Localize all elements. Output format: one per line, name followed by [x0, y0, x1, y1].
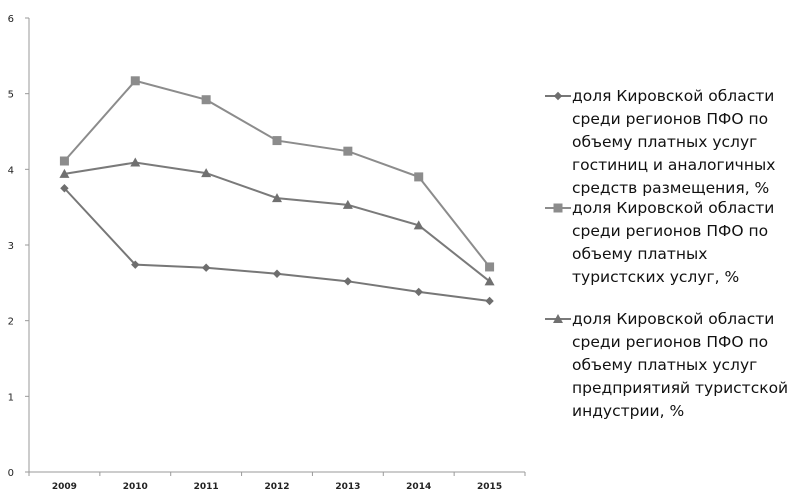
y-tick-label: 5: [8, 90, 14, 101]
legend-entry: доля Кировской области среди регионов ПФО…: [545, 199, 774, 286]
x-tick-label: 2011: [194, 482, 219, 492]
legend-label: предприятияй туристской: [572, 379, 788, 397]
data-point: [59, 156, 69, 166]
x-tick-label: 2009: [52, 482, 77, 492]
y-tick-label: 3: [8, 241, 14, 252]
chart-axes: 0 1 2 3 4 5 6 2009 2010 2011 2012 2013 2014 2015: [8, 14, 526, 492]
data-point: [343, 146, 353, 156]
data-point: [272, 269, 282, 278]
x-tick-label: 2014: [406, 482, 431, 492]
data-point: [272, 193, 282, 203]
x-tick-label: 2012: [264, 482, 289, 492]
data-point: [484, 276, 495, 286]
data-point: [342, 199, 353, 209]
chart-legend: доля Кировской области среди регионов ПФО…: [545, 87, 788, 420]
y-tick-label: 6: [8, 14, 14, 25]
series-line: [64, 161, 491, 283]
y-tick-label: 4: [8, 165, 14, 176]
data-point: [272, 136, 282, 146]
data-point: [201, 263, 211, 272]
chart-series: [59, 76, 495, 306]
data-point: [343, 277, 353, 286]
legend-label: доля Кировской области: [572, 310, 774, 328]
x-tick-label: 2013: [335, 482, 360, 492]
data-point: [60, 184, 69, 193]
series-tourist-services: [59, 76, 495, 272]
data-point: [59, 168, 70, 178]
legend-label: туристских услуг, %: [572, 268, 739, 286]
data-point: [130, 157, 141, 167]
data-point: [201, 168, 212, 178]
x-tick-label: 2015: [477, 482, 502, 492]
y-tick-label: 0: [8, 468, 14, 479]
data-point: [414, 172, 424, 182]
data-point: [485, 262, 495, 272]
legend-entry: доля Кировской области среди регионов ПФО…: [545, 310, 788, 420]
legend-label: объему платных услуг: [572, 133, 757, 151]
series-line: [63, 187, 490, 302]
x-tick-label: 2010: [123, 482, 148, 492]
legend-marker: [553, 91, 563, 101]
legend-label: доля Кировской области: [572, 199, 774, 217]
legend-label: доля Кировской области: [572, 87, 774, 105]
legend-label: объему платных: [572, 245, 707, 263]
data-point: [201, 95, 211, 105]
y-tick-label: 1: [8, 392, 14, 403]
series-revenue-hotels: [60, 184, 494, 306]
data-point: [131, 260, 140, 269]
data-point: [485, 296, 494, 306]
legend-marker: [553, 203, 563, 213]
legend-label: объему платных услуг: [572, 356, 757, 374]
legend-marker: [553, 314, 563, 323]
legend-label: средств размещения, %: [572, 179, 769, 197]
legend-label: среди регионов ПФО по: [572, 110, 768, 128]
series-line: [63, 79, 491, 268]
data-point: [130, 76, 140, 86]
legend-label: среди регионов ПФО по: [572, 222, 768, 240]
legend-label: среди регионов ПФО по: [572, 333, 768, 351]
y-tick-label: 2: [8, 317, 14, 328]
series-tourism-industry: [59, 157, 495, 286]
legend-entry: доля Кировской области среди регионов ПФО…: [545, 87, 775, 197]
legend-label: гостиниц и аналогичных: [572, 156, 775, 174]
data-point: [413, 220, 424, 230]
legend-label: индустрии, %: [572, 402, 684, 420]
data-point: [414, 287, 423, 297]
